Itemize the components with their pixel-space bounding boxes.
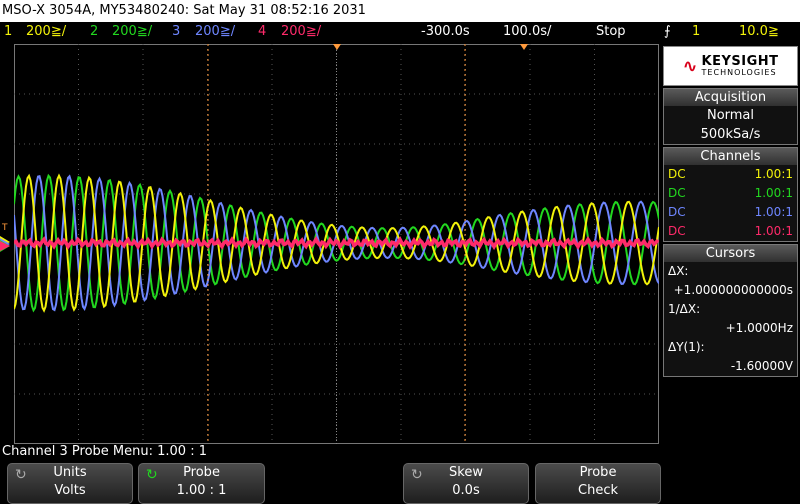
ch2-number[interactable]: 2	[90, 24, 99, 39]
brand-subtitle: TECHNOLOGIES	[701, 68, 777, 77]
window-title: MSO-X 3054A, MY53480240: Sat May 31 08:5…	[2, 3, 366, 18]
channels-section[interactable]: Channels DC 1.00:1 DC 1.00:1 DC 1.00:1 DC 1.…	[663, 147, 798, 242]
ch3-probe-ratio: 1.00:1	[754, 205, 793, 219]
trigger-source[interactable]: 1	[692, 24, 701, 39]
channel-row-1: DC 1.00:1	[664, 165, 797, 184]
ground-markers-svg: T	[0, 223, 10, 252]
acquisition-header: Acquisition	[664, 89, 797, 106]
cursor-lines[interactable]	[207, 44, 528, 444]
ch3-number[interactable]: 3	[172, 24, 181, 39]
ch3-coupling: DC	[668, 205, 686, 219]
rotate-arrow-icon: ↻	[411, 467, 423, 483]
menu-title: Channel 3 Probe Menu: 1.00 : 1	[2, 444, 207, 459]
inverse-delta-x-value: +1.0000Hz	[725, 321, 793, 335]
ch4-number[interactable]: 4	[258, 24, 267, 39]
window-title-bar: MSO-X 3054A, MY53480240: Sat May 31 08:5…	[0, 0, 800, 22]
trigger-position-marker	[333, 44, 341, 50]
brand-logo: ∿ KEYSIGHT TECHNOLOGIES	[663, 46, 798, 86]
softkey-probe-check[interactable]: Probe Check	[535, 463, 661, 504]
ch4-scale[interactable]: 200≧/	[281, 24, 322, 39]
waveform-svg[interactable]	[12, 44, 660, 444]
brand-name: KEYSIGHT	[701, 54, 779, 69]
ch4-coupling: DC	[668, 224, 686, 238]
softkey-units[interactable]: ↻ Units Volts	[7, 463, 133, 504]
ch4-ground-marker	[0, 241, 10, 251]
softkey-skew[interactable]: ↻ Skew 0.0s	[403, 463, 529, 504]
softkey-probe-check-label: Probe	[579, 465, 617, 480]
channel-row-2: DC 1.00:1	[664, 184, 797, 203]
timebase-scale[interactable]: 100.0s/	[503, 24, 552, 39]
acquisition-section[interactable]: Acquisition Normal 500kSa/s	[663, 88, 798, 145]
cursors-header: Cursors	[664, 245, 797, 262]
softkey-probe-check-value: Check	[578, 483, 618, 498]
acquisition-mode: Normal	[706, 108, 755, 123]
ch1-waveform	[13, 173, 660, 313]
rotate-arrow-icon: ↻	[15, 467, 27, 483]
ch2-scale[interactable]: 200≧/	[112, 24, 153, 39]
ch1-scale[interactable]: 200≧/	[26, 24, 67, 39]
keysight-wave-icon: ∿	[682, 55, 698, 77]
delta-x-label: ΔX:	[668, 264, 689, 278]
delay-reference-marker	[520, 44, 528, 50]
softkey-units-value: Volts	[54, 483, 86, 498]
ch2-probe-ratio: 1.00:1	[754, 186, 793, 200]
ch2-coupling: DC	[668, 186, 686, 200]
ch1-number[interactable]: 1	[4, 24, 13, 39]
softkey-probe-value: 1.00 : 1	[176, 483, 227, 498]
trigger-level-marker: T	[1, 223, 8, 233]
trigger-level[interactable]: 10.0≧	[739, 24, 779, 39]
ch3-scale[interactable]: 200≧/	[195, 24, 236, 39]
status-bar: 1 200≧/ 2 200≧/ 3 200≧/ 4 200≧/ -300.0s …	[0, 22, 800, 42]
channel-ground-markers: T	[0, 44, 14, 444]
waveform-display[interactable]	[12, 44, 660, 444]
channel-row-4: DC 1.00:1	[664, 222, 797, 241]
horizontal-delay[interactable]: -300.0s	[421, 24, 470, 39]
softkey-units-label: Units	[53, 465, 87, 480]
cursors-section[interactable]: Cursors ΔX: +1.000000000000s 1/ΔX: +1.00…	[663, 244, 798, 377]
entry-knob-icon: ↻	[146, 467, 158, 483]
side-panel: ∿ KEYSIGHT TECHNOLOGIES Acquisition Norm…	[661, 44, 800, 442]
inverse-delta-x-label: 1/ΔX:	[668, 302, 701, 316]
softkey-skew-value: 0.0s	[452, 483, 480, 498]
trigger-edge-icon: ⨍	[664, 24, 671, 39]
channel-row-3: DC 1.00:1	[664, 203, 797, 222]
softkey-probe-label: Probe	[183, 465, 220, 480]
ch4-probe-ratio: 1.00:1	[754, 224, 793, 238]
ch1-coupling: DC	[668, 167, 686, 181]
ch2-waveform	[13, 173, 660, 313]
softkey-skew-label: Skew	[449, 465, 483, 480]
ch4-waveform	[12, 235, 660, 251]
channels-header: Channels	[664, 148, 797, 165]
run-state[interactable]: Stop	[596, 24, 626, 39]
waveform-traces	[12, 173, 660, 313]
ch1-probe-ratio: 1.00:1	[754, 167, 793, 181]
delta-y-value: -1.60000V	[730, 359, 793, 373]
sample-rate: 500kSa/s	[700, 127, 761, 142]
softkey-probe[interactable]: ↻ Probe 1.00 : 1	[138, 463, 265, 504]
delta-x-value: +1.000000000000s	[673, 283, 793, 297]
delta-y-label: ΔY(1):	[668, 340, 705, 354]
